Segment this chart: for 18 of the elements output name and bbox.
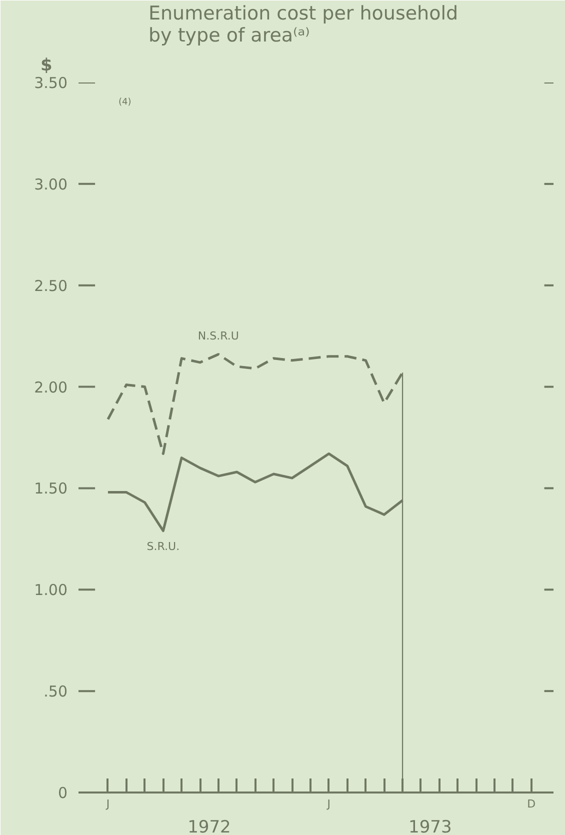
y-tick-label: 1.50 — [34, 480, 68, 498]
y-tick-label: 1.00 — [34, 581, 68, 600]
x-tick-label: J — [326, 798, 331, 810]
y-tick-label: 0 — [58, 784, 68, 802]
x-tick-label: J — [105, 798, 110, 810]
y-tick-label: 3.50 — [34, 74, 68, 92]
text: 1972 — [188, 818, 231, 835]
y-tick-label: 2.50 — [34, 276, 68, 295]
series-label: N.S.R.U — [198, 329, 239, 342]
y-tick-label: 3.00 — [34, 175, 68, 194]
chart-title: Enumeration cost per household by type of area⁽ᵃ⁾ — [148, 2, 458, 46]
text: 1973 — [408, 818, 452, 835]
y-tick-label: .50 — [44, 682, 68, 701]
y-tick-label: 2.00 — [34, 378, 68, 396]
y-axis-title: $ — [40, 56, 52, 76]
annotation: (4) — [118, 98, 132, 108]
x-tick-label: D — [527, 798, 536, 810]
series-label: S.R.U. — [146, 540, 180, 553]
